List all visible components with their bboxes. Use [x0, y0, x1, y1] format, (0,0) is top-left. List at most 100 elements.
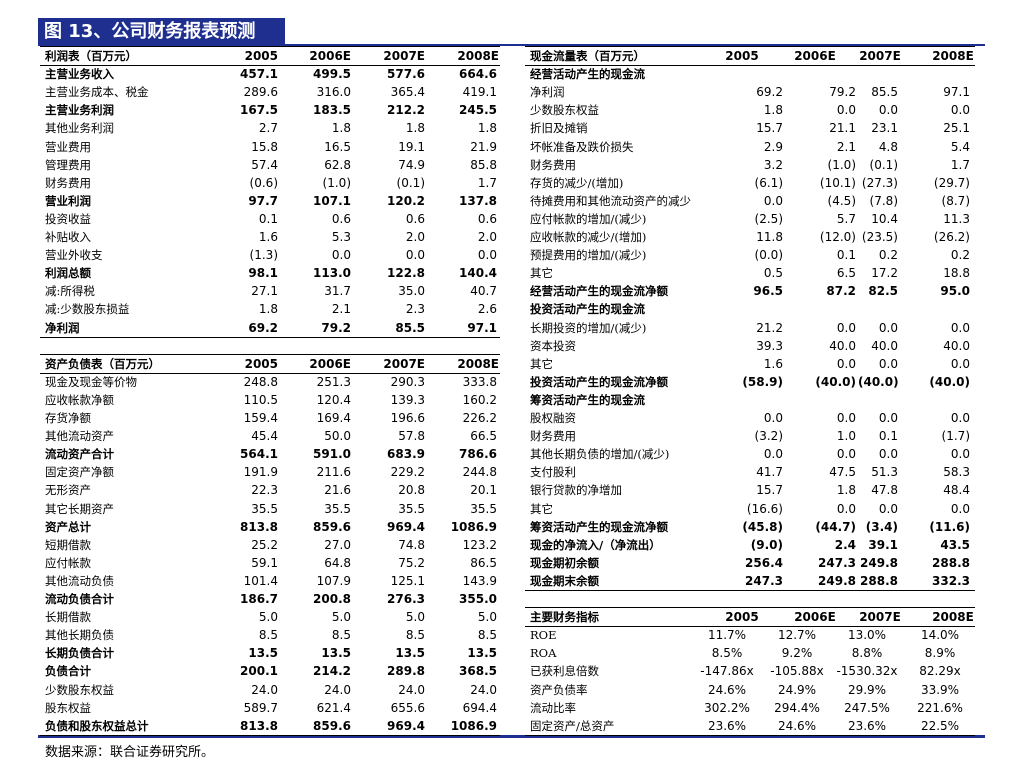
cell-value: 0.0: [950, 103, 970, 118]
cell-value: 0.0: [405, 248, 425, 263]
cell-value: (0.1): [869, 157, 898, 172]
cell-value: 248.8: [243, 374, 278, 389]
cell-value: 288.8: [860, 573, 898, 588]
cell-value: 2.3: [405, 302, 425, 317]
cell-value: 245.5: [459, 103, 497, 118]
cell-value: (6.1): [754, 175, 783, 190]
row-label: 应收帐款的减少/(增加): [530, 230, 647, 244]
cell-value: 276.3: [387, 592, 425, 606]
cell-value: (44.7): [815, 519, 856, 534]
row-label: 坏帐准备及跌价损失: [530, 139, 634, 154]
cell-value: 8.5: [331, 628, 351, 643]
cell-value: 655.6: [390, 700, 425, 715]
cell-value: 8.8%: [851, 646, 883, 661]
cell-value: 24.0: [470, 682, 497, 697]
cell-value: 23.6%: [707, 718, 747, 733]
cell-value: 15.7: [756, 121, 783, 136]
cell-value: 101.4: [243, 573, 278, 588]
row-label: 营业利润: [45, 193, 91, 208]
rule: [40, 336, 500, 338]
cell-value: (26.2): [933, 230, 970, 244]
cell-value: 969.4: [387, 718, 425, 733]
cell-value: 21.1: [829, 121, 856, 136]
cell-value: 27.0: [324, 537, 351, 552]
cell-value: 25.1: [943, 121, 970, 136]
cell-value: 9.2%: [781, 646, 813, 661]
cell-value: 24.9%: [777, 682, 817, 697]
cell-value: 62.8: [324, 157, 351, 172]
cell-value: 13.5: [395, 646, 425, 661]
column-header: 2005: [244, 356, 278, 371]
cell-value: 589.7: [243, 700, 278, 715]
cell-value: 859.6: [313, 519, 351, 534]
cell-value: 0.6: [405, 211, 425, 226]
cell-value: 143.9: [462, 573, 497, 588]
row-label: 财务费用: [45, 175, 91, 190]
row-label: 其他业务利润: [45, 121, 114, 136]
cell-value: 137.8: [459, 193, 497, 208]
row-label: 存货净额: [45, 411, 91, 425]
cell-value: 31.7: [324, 284, 351, 299]
row-label: 投资收益: [45, 211, 91, 226]
cell-value: 85.5: [395, 320, 425, 335]
cell-value: 1.7: [950, 157, 970, 172]
cell-value: 1.6: [763, 356, 783, 371]
cell-value: 50.0: [324, 429, 351, 444]
source-note: 数据来源：联合证券研究所。: [45, 745, 215, 760]
cell-value: 21.2: [756, 320, 783, 335]
cell-value: 0.2: [878, 248, 898, 263]
cell-value: (1.0): [322, 175, 351, 190]
cell-value: 2.0: [477, 230, 497, 244]
cell-value: (10.1): [819, 175, 856, 190]
column-header: 2005: [725, 49, 759, 63]
cell-value: (2.5): [754, 211, 783, 226]
cell-value: (45.8): [742, 519, 783, 534]
row-label: 其他长期负债的增加/(减少): [530, 447, 670, 462]
row-label: 存货的减少/(增加): [530, 175, 624, 190]
row-label: 应付帐款的增加/(减少): [530, 211, 647, 226]
row-label: 资产负债率: [530, 682, 588, 697]
column-header: 2007E: [859, 610, 901, 625]
cell-value: 813.8: [240, 519, 278, 534]
row-label: 补贴收入: [45, 230, 91, 244]
cell-value: 82.29x: [919, 664, 961, 679]
cell-value: 8.5: [405, 628, 425, 643]
cell-value: 229.2: [390, 465, 425, 480]
row-label: 已获利息倍数: [530, 664, 599, 679]
cell-value: 51.3: [871, 465, 898, 480]
cell-value: 247.5%: [844, 700, 890, 715]
cell-value: 43.5: [940, 537, 970, 552]
cell-value: 11.7%: [707, 628, 747, 643]
cell-value: 40.0: [871, 338, 898, 353]
row-label: 筹资活动产生的现金流净额: [530, 519, 668, 534]
cell-value: 15.7: [756, 483, 783, 498]
rule: [40, 372, 500, 374]
cell-value: 1.8: [763, 103, 783, 118]
row-label: 营业费用: [45, 139, 91, 154]
cell-value: 16.5: [324, 139, 351, 154]
row-label: 流动负债合计: [45, 592, 114, 606]
row-label: 利润总额: [45, 266, 91, 281]
cell-value: 13.0%: [847, 628, 887, 643]
cell-value: (1.3): [249, 248, 278, 263]
cell-value: 0.0: [878, 356, 898, 371]
cell-value: 57.4: [251, 157, 278, 172]
title-rule: [38, 44, 985, 46]
cell-value: 21.6: [324, 483, 351, 498]
cell-value: 251.3: [316, 374, 351, 389]
cell-value: 288.8: [932, 555, 970, 570]
cell-value: (1.7): [941, 429, 970, 444]
row-label: 预提费用的增加/(减少): [530, 248, 647, 263]
cell-value: 39.1: [868, 537, 898, 552]
cell-value: 48.4: [943, 483, 970, 498]
row-label: 经营活动产生的现金流: [530, 67, 645, 82]
cell-value: 332.3: [932, 573, 970, 588]
rule: [40, 46, 500, 47]
rule: [525, 626, 975, 628]
cell-value: (11.6): [929, 519, 970, 534]
cell-value: 0.0: [950, 447, 970, 462]
cell-value: 35.5: [324, 501, 351, 516]
cell-value: 1086.9: [450, 519, 497, 534]
row-label: 管理费用: [45, 157, 91, 172]
cell-value: (3.4): [865, 519, 898, 534]
